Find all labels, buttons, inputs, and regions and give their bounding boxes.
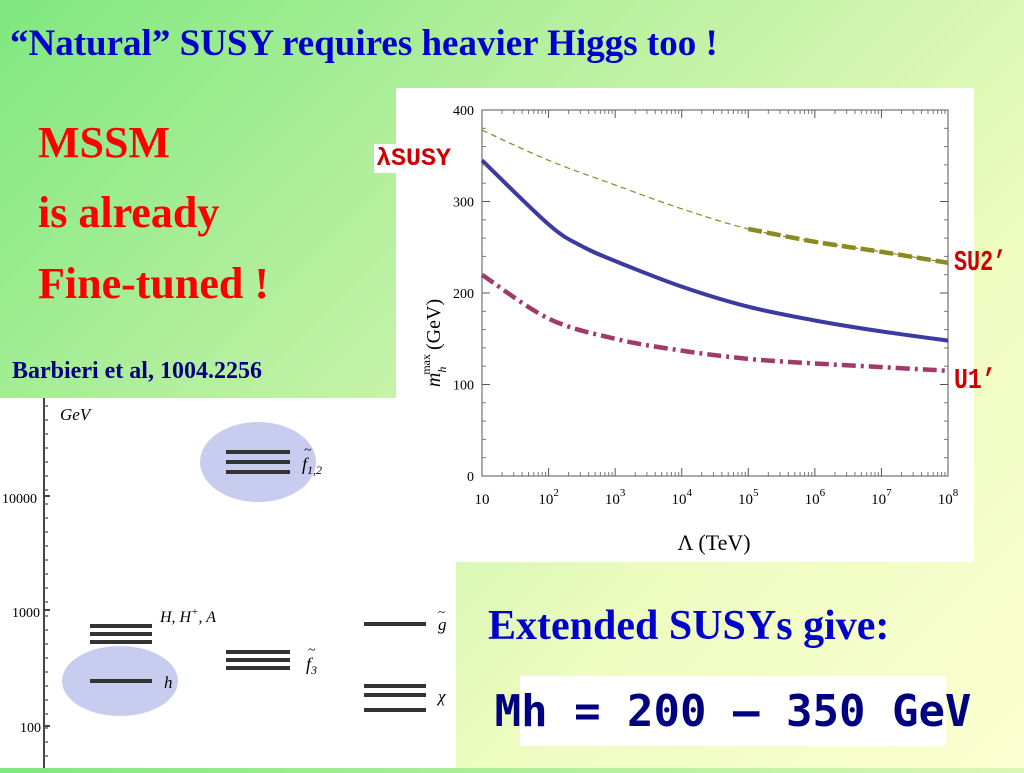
neutralino-label: χ — [436, 687, 446, 706]
slide-title: “Natural” SUSY requires heavier Higgs to… — [10, 23, 718, 64]
y-tick-label-300: 300 — [453, 196, 474, 211]
sfermion-12-tilde: ~ — [304, 443, 312, 458]
heavy-higgs-label: H, H+, A — [159, 606, 216, 626]
y-tick-label-400: 400 — [453, 104, 474, 119]
lambda-susy-label: λSUSY — [374, 144, 454, 173]
gluino-label: g — [438, 615, 447, 634]
higgs-mass-range: Mh = 200 – 350 GeV — [495, 676, 971, 746]
x-axis-label: Λ (TeV) — [677, 530, 750, 555]
higgs-mass-chart-panel: 0 100 200 300 400 10 102 103 104 105 106 107 108 Λ (… — [396, 88, 974, 562]
su2-label: SU2’ — [954, 246, 1007, 279]
light-higgs-label: h — [164, 673, 173, 692]
series-1-line — [480, 158, 949, 343]
spectrum-tick-100: 100 — [20, 721, 41, 736]
x-tick-label-10000000: 107 — [871, 487, 892, 508]
mssm-line-2: is already — [38, 188, 220, 238]
x-tick-label-100: 102 — [538, 487, 559, 508]
x-tick-label-10: 10 — [475, 492, 490, 508]
mssm-statement: MSSM is already Fine-tuned ! — [38, 108, 269, 319]
neutralino-level — [364, 684, 426, 712]
series-2-line — [481, 129, 949, 264]
series-2-bold-segment — [747, 226, 949, 266]
sfermion-3-label: f3 — [306, 654, 317, 677]
sfermion-12-level — [226, 450, 290, 474]
y-tick-label-0: 0 — [467, 470, 474, 485]
y-axis-label: mhmax(GeV) — [419, 299, 449, 387]
sfermion-12-label: f1,2 — [302, 454, 322, 477]
x-tick-label-10000: 104 — [671, 487, 692, 508]
spectrum-tick-1000: 1000 — [12, 606, 40, 621]
gluino-tilde: ~ — [438, 604, 445, 619]
heavy-higgs-level — [90, 624, 152, 644]
x-tick-label-100000: 105 — [738, 487, 759, 508]
citation: Barbieri et al, 1004.2256 — [12, 358, 262, 384]
extended-susy-text: Extended SUSYs give: — [488, 603, 890, 649]
mssm-line-1: MSSM — [38, 118, 170, 167]
y-tick-label-100: 100 — [453, 379, 474, 394]
higgs-mass-chart: 0 100 200 300 400 10 102 103 104 105 106 107 108 Λ (… — [419, 104, 959, 555]
spectrum-tick-10000: 10000 — [2, 492, 37, 507]
x-tick-label-1000: 103 — [605, 487, 626, 508]
x-tick-label-100000000: 108 — [938, 487, 959, 508]
mssm-line-3: Fine-tuned ! — [38, 258, 269, 308]
sfermion-3-tilde: ~ — [308, 643, 316, 658]
spectrum-unit: GeV — [60, 405, 93, 424]
x-tick-label-1000000: 106 — [805, 487, 826, 508]
u1-label: U1’ — [954, 364, 996, 397]
series-3-line — [480, 272, 949, 374]
susy-spectrum-diagram: GeV 10000 1000 100 f1,2 ~ H, H+, A h — [2, 398, 447, 768]
susy-spectrum-panel: GeV 10000 1000 100 f1,2 ~ H, H+, A h — [0, 398, 456, 768]
plot-frame — [481, 109, 949, 477]
sfermion-3-level — [226, 650, 290, 670]
y-tick-label-200: 200 — [453, 287, 474, 302]
